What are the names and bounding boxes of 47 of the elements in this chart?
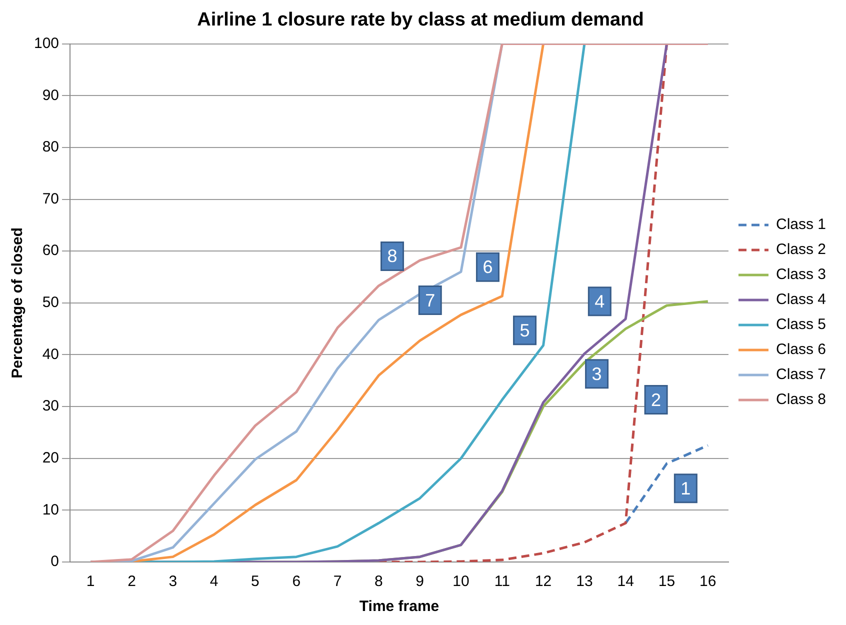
annotation: 7 [425,290,436,310]
y-axis-title: Percentage of closed [9,227,26,378]
legend-label: Class 7 [776,366,826,384]
annotation: 1 [680,478,691,498]
x-tick-label: 10 [452,573,470,590]
annotation: 5 [520,320,530,340]
x-axis-title: Time frame [359,598,440,616]
legend-label: Class 1 [776,216,826,234]
x-tick-label: 5 [251,573,260,590]
y-tick-label: 70 [42,190,60,208]
legend-label: Class 5 [776,316,826,334]
legend-label: Class 4 [776,291,826,308]
annotation: 3 [592,364,602,384]
annotation: 8 [387,246,398,266]
line-series [377,44,668,562]
x-tick-label: 16 [700,573,716,590]
x-tick-label: 8 [374,573,383,590]
y-tick-label: 0 [50,553,60,570]
x-tick-label: 14 [617,573,634,590]
x-tick-label: 3 [168,573,178,590]
legend-label: Class 3 [776,266,826,284]
y-tick-label: 30 [42,398,60,415]
legend-label: Class 6 [776,341,826,358]
x-tick-label: 7 [333,573,342,590]
y-tick-label: 20 [42,450,60,466]
x-tick-label: 1 [86,573,95,590]
x-tick-label: 12 [534,573,552,590]
annotation: 4 [594,291,605,312]
chart-title: Airline 1 closure rate by class at medium demand [197,10,644,31]
x-tick-label: 9 [416,573,424,590]
y-tick-label: 50 [42,294,60,312]
y-tick-label: 80 [42,138,60,156]
x-tick-label: 11 [494,573,510,590]
x-tick-label: 13 [576,573,593,590]
annotation: 6 [482,257,493,278]
y-tick-label: 60 [42,242,60,260]
x-tick-label: 15 [658,573,676,590]
x-tick-label: 6 [292,573,301,590]
legend-label: Class 8 [776,391,826,408]
y-tick-label: 40 [42,346,60,363]
annotation: 2 [651,390,662,410]
legend-label: Class 2 [776,241,826,258]
y-tick-label: 100 [34,34,60,52]
x-tick-label: 2 [128,573,136,590]
y-tick-label: 10 [42,501,60,518]
x-tick-label: 4 [210,573,218,590]
y-tick-label: 90 [42,86,60,104]
